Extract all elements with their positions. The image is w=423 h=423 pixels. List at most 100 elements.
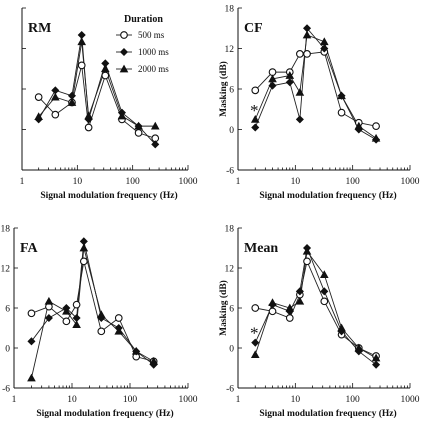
data-point: [337, 91, 346, 100]
data-point: [285, 71, 295, 79]
y-tick-label: 6: [229, 305, 234, 315]
series-line: [31, 261, 154, 362]
y-tick-label: 12: [225, 265, 235, 275]
data-point: [62, 306, 71, 315]
data-point: [34, 93, 43, 101]
x-tick-label: 10: [73, 177, 83, 187]
x-tick-label: 100: [346, 395, 361, 405]
y-axis-label: Masking (dB): [218, 280, 229, 336]
data-point: [149, 356, 158, 365]
data-point: [302, 246, 312, 255]
y-tick-label: 6: [5, 305, 10, 315]
data-point: [372, 360, 381, 369]
data-point: [268, 298, 277, 307]
x-tick-label: 1: [12, 395, 17, 405]
panel-rm: 1 10 100 1000 RM Signal modulation frequency …: [20, 7, 198, 201]
data-point: [251, 123, 260, 132]
data-point: [131, 346, 141, 355]
legend-label: 2000 ms: [138, 64, 169, 74]
data-point: [285, 78, 294, 87]
data-point: [371, 133, 381, 142]
x-tick-label: 1: [236, 177, 241, 187]
data-point: [27, 373, 36, 382]
data-point: [72, 300, 81, 309]
x-tick-label: 1: [236, 395, 241, 405]
x-tick-label: 100: [123, 395, 138, 405]
panel-title: Mean: [244, 241, 278, 256]
data-point: [268, 68, 277, 76]
legend-title: Duration: [124, 14, 163, 25]
y-tick-label: -6: [226, 385, 234, 395]
data-point: [67, 98, 77, 106]
data-point: [44, 296, 54, 305]
data-point: [295, 296, 305, 305]
data-point: [302, 30, 312, 39]
data-point: [44, 313, 53, 323]
x-tick-label: 1000: [401, 395, 420, 405]
data-point: [100, 64, 110, 73]
data-point: [84, 123, 93, 132]
x-tick-label: 100: [126, 177, 141, 187]
data-point: [77, 37, 87, 46]
data-point: [320, 44, 329, 53]
legend-label: 1000 ms: [138, 47, 169, 57]
x-tick-label: 10: [67, 395, 77, 405]
y-tick-label: 0: [229, 345, 234, 355]
data-point: [303, 50, 311, 58]
data-point: [134, 121, 143, 130]
data-point: [114, 326, 124, 335]
data-point: [319, 37, 329, 46]
data-point: [268, 307, 277, 316]
data-point: [250, 350, 260, 359]
data-point: [150, 121, 160, 130]
legend-label: 500 ms: [138, 30, 165, 40]
panel-mean: 1 10 100 1000 -6 0 6 12 18 Mean Signal modulation …: [218, 225, 420, 420]
data-point: [72, 320, 81, 329]
data-point: [354, 343, 364, 352]
y-tick-label: -6: [2, 385, 10, 395]
y-tick-label: -6: [226, 167, 234, 177]
panel-title: CF: [244, 21, 263, 36]
data-point: [337, 323, 346, 332]
data-point: [268, 74, 277, 83]
data-point: [51, 110, 60, 119]
y-tick-label: 12: [225, 45, 235, 55]
data-point: [295, 115, 304, 124]
data-point: [114, 314, 123, 322]
data-point: [97, 327, 106, 336]
data-point: [251, 86, 260, 95]
y-tick-label: 6: [229, 86, 234, 96]
data-point: [77, 61, 86, 70]
data-point: [251, 304, 260, 312]
legend-marker: [120, 31, 128, 39]
data-point: [354, 121, 364, 130]
data-point: [79, 243, 89, 252]
panel-title: FA: [20, 241, 39, 256]
x-tick-label: 10: [291, 395, 301, 405]
panel-title: RM: [28, 21, 51, 36]
x-tick-label: 100: [346, 177, 361, 187]
data-point: [34, 112, 43, 121]
x-axis-label: Signal modulation frequency (Hz): [259, 190, 396, 201]
data-point: [296, 50, 304, 58]
data-point: [101, 71, 110, 80]
x-axis-label: Signal modulation frequency (Hz): [40, 190, 177, 201]
y-axis-label: Masking (dB): [218, 61, 229, 117]
data-point: [117, 111, 127, 120]
data-point: [250, 114, 260, 123]
data-point: [151, 140, 160, 149]
legend-marker: [119, 47, 129, 57]
data-point: [251, 338, 260, 347]
x-tick-label: 1000: [179, 395, 198, 405]
data-point: [96, 310, 106, 319]
x-axis-label: Signal modulation frequency (Hz): [259, 408, 396, 419]
annotation-asterisk: *: [250, 101, 259, 120]
y-tick-label: 0: [229, 126, 234, 136]
y-tick-label: 0: [5, 345, 10, 355]
data-point: [303, 257, 311, 266]
data-point: [27, 309, 36, 318]
y-tick-label: 18: [225, 5, 235, 15]
data-point: [295, 87, 305, 96]
data-point: [285, 303, 295, 312]
